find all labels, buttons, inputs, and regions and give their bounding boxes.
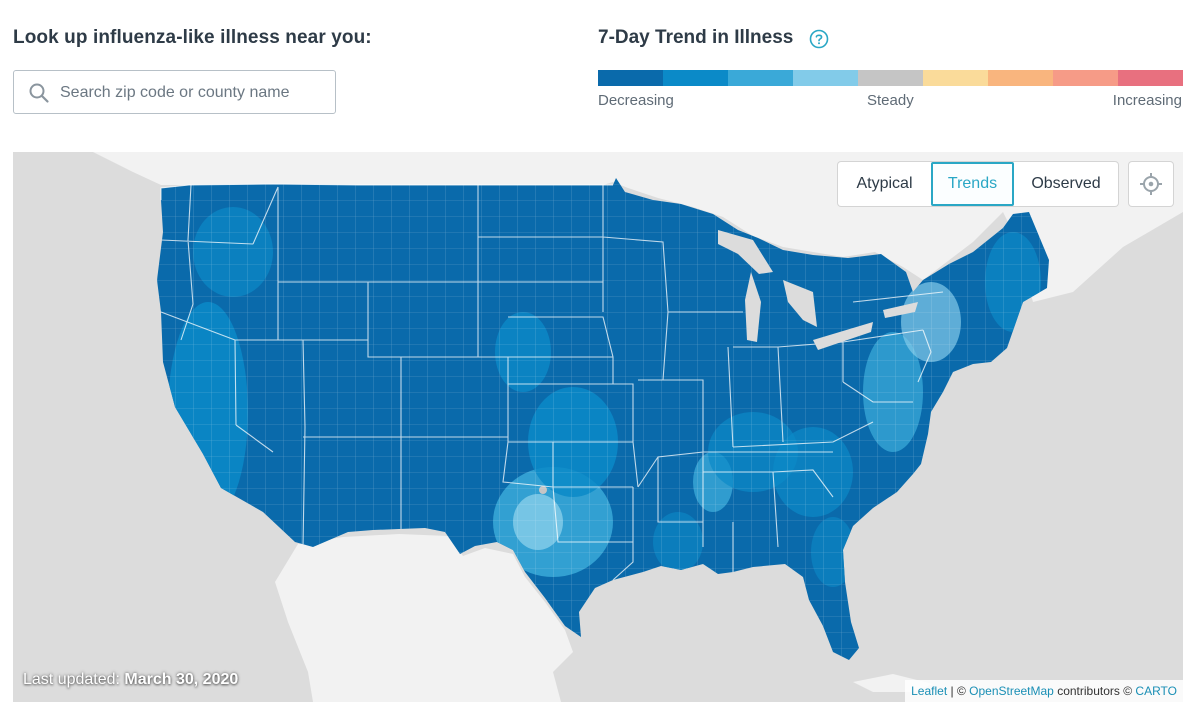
lookup-title: Look up influenza-like illness near you: bbox=[13, 27, 372, 48]
legend-label-increasing: Increasing bbox=[1112, 92, 1182, 109]
crosshair-icon bbox=[1140, 173, 1162, 195]
legend-swatch-7 bbox=[1053, 70, 1118, 86]
last-updated-date: March 30, 2020 bbox=[124, 671, 239, 688]
map-canvas[interactable] bbox=[13, 152, 1183, 702]
legend-swatch-1 bbox=[663, 70, 728, 86]
mexico-land bbox=[275, 534, 573, 702]
illness-map[interactable]: Atypical Trends Observed Last updated: M… bbox=[13, 152, 1183, 702]
legend-label-steady: Steady bbox=[867, 92, 914, 109]
view-trends-button[interactable]: Trends bbox=[931, 162, 1014, 206]
trend-title: 7-Day Trend in Illness bbox=[598, 27, 794, 48]
view-atypical-button[interactable]: Atypical bbox=[856, 175, 913, 192]
trend-legend-bar bbox=[598, 70, 1183, 86]
last-updated-label: Last updated: bbox=[23, 671, 120, 688]
openstreetmap-link[interactable]: OpenStreetMap bbox=[969, 684, 1054, 698]
carto-link[interactable]: CARTO bbox=[1135, 684, 1177, 698]
search-box[interactable] bbox=[13, 70, 336, 115]
legend-swatch-0 bbox=[598, 70, 663, 86]
legend-label-decreasing: Decreasing bbox=[598, 92, 674, 109]
legend-swatch-6 bbox=[988, 70, 1053, 86]
search-icon bbox=[29, 83, 49, 103]
search-input[interactable] bbox=[58, 71, 332, 115]
last-updated: Last updated: March 30, 2020 bbox=[23, 671, 238, 689]
map-view-toggle[interactable]: Atypical Trends Observed bbox=[838, 162, 1118, 206]
legend-swatch-2 bbox=[728, 70, 793, 86]
legend-swatch-4 bbox=[858, 70, 923, 86]
attribution-contributors: contributors © bbox=[1057, 684, 1133, 698]
legend-swatch-8 bbox=[1118, 70, 1183, 86]
view-observed-button[interactable]: Observed bbox=[1031, 175, 1101, 192]
map-attribution: Leaflet | © OpenStreetMap contributors ©… bbox=[905, 680, 1183, 702]
state-boundaries bbox=[160, 184, 944, 581]
help-icon[interactable] bbox=[809, 29, 829, 49]
legend-swatch-5 bbox=[923, 70, 988, 86]
attribution-sep: | © bbox=[950, 684, 966, 698]
locate-me-button[interactable] bbox=[1129, 162, 1173, 206]
leaflet-link[interactable]: Leaflet bbox=[911, 684, 948, 698]
legend-swatch-3 bbox=[793, 70, 858, 86]
